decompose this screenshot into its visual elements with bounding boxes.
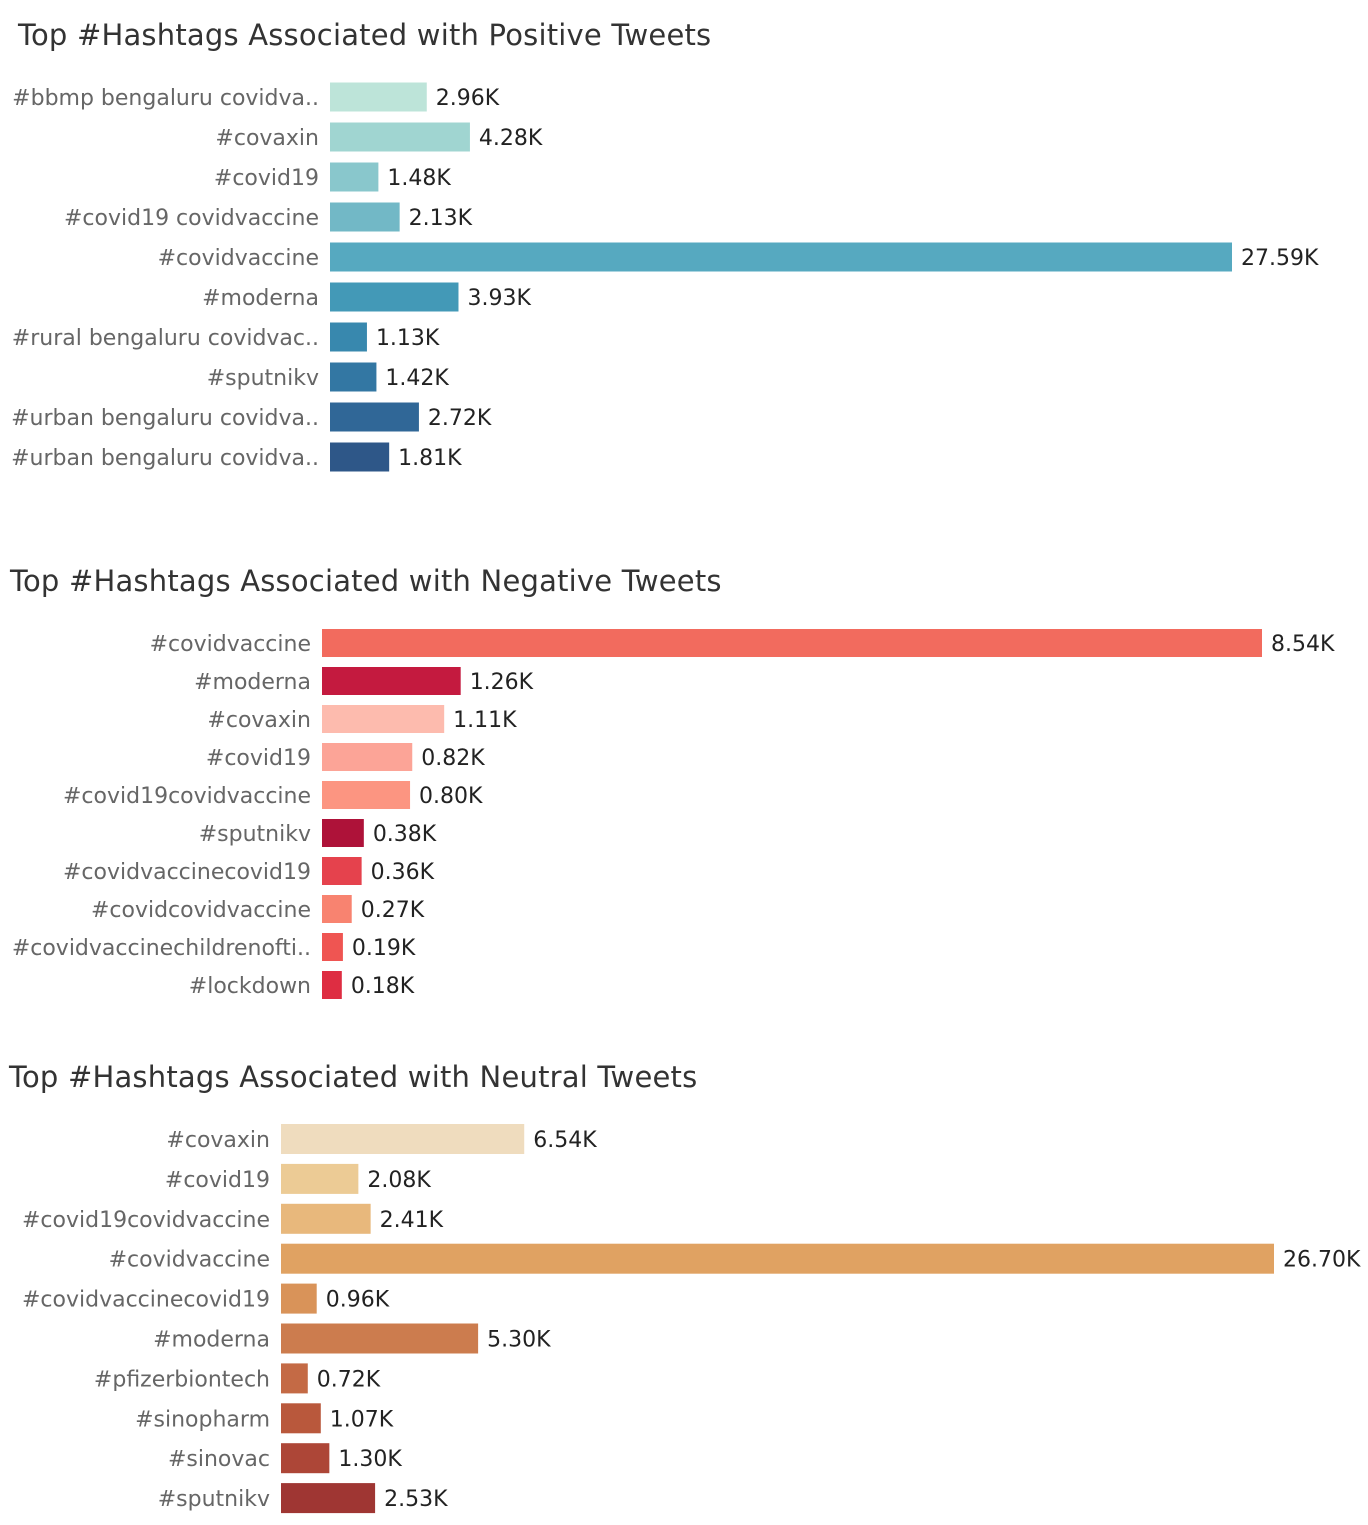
negative-bar-plot: #covidvaccine 8.54K #moderna 1.26K #covaxin 1…	[12, 629, 1335, 999]
bar-covid19-covidvaccine	[330, 202, 400, 232]
category-label-sinopharm: #sinopharm	[135, 1407, 270, 1432]
category-label-sputnikv: #sputnikv	[158, 1487, 270, 1512]
bar-sputnikv	[322, 819, 364, 847]
category-label-bbmp-bengaluru-covidva: #bbmp bengaluru covidva..	[12, 86, 319, 111]
bar-covidvaccinecovid19	[281, 1283, 317, 1314]
category-label-covid19: #covid19	[214, 166, 319, 191]
category-label-covaxin: #covaxin	[215, 126, 319, 151]
value-label-moderna: 5.30K	[487, 1328, 551, 1353]
bar-pfizerbiontech	[281, 1363, 308, 1394]
category-label-covidvaccinechildrenofti: #covidvaccinechildrenofti..	[12, 936, 311, 961]
category-label-covaxin: #covaxin	[207, 708, 311, 733]
value-label-covid19covidvaccine: 2.41K	[380, 1208, 444, 1233]
bar-moderna	[281, 1323, 479, 1354]
category-label-sputnikv: #sputnikv	[199, 822, 311, 847]
bar-moderna	[322, 667, 461, 695]
value-label-sputnikv: 2.53K	[384, 1487, 448, 1512]
category-label-rural-bengaluru-covidvac: #rural bengaluru covidvac..	[12, 326, 319, 351]
value-label-bbmp-bengaluru-covidva: 2.96K	[436, 86, 500, 111]
category-label-covidvaccinecovid19: #covidvaccinecovid19	[63, 860, 311, 885]
bar-urban-bengaluru-covidva	[330, 442, 390, 472]
value-label-sinopharm: 1.07K	[330, 1407, 394, 1432]
category-label-sinovac: #sinovac	[168, 1447, 270, 1472]
value-label-covaxin: 6.54K	[533, 1128, 597, 1153]
category-label-covid19covidvaccine: #covid19covidvaccine	[22, 1208, 270, 1233]
bar-covid19	[281, 1163, 359, 1194]
bar-lockdown	[322, 971, 342, 999]
value-label-rural-bengaluru-covidvac: 1.13K	[376, 326, 440, 351]
bar-covid19covidvaccine	[281, 1203, 371, 1234]
value-label-covidvaccinecovid19: 0.36K	[371, 860, 435, 885]
category-label-urban-bengaluru-covidva: #urban bengaluru covidva..	[11, 406, 319, 431]
value-label-covidvaccine: 8.54K	[1271, 632, 1335, 657]
value-label-urban-bengaluru-covidva: 2.72K	[428, 406, 492, 431]
category-label-pfizerbiontech: #pfizerbiontech	[94, 1367, 270, 1392]
category-label-covidvaccine: #covidvaccine	[158, 246, 319, 271]
value-label-covid19covidvaccine: 0.80K	[419, 784, 483, 809]
category-label-covid19-covidvaccine: #covid19 covidvaccine	[64, 206, 319, 231]
bar-moderna	[330, 282, 459, 312]
negative-tweets-chart: Top #Hashtags Associated with Negative T…	[10, 564, 1335, 999]
bar-covidcovidvaccine	[322, 895, 352, 923]
value-label-pfizerbiontech: 0.72K	[317, 1367, 381, 1392]
value-label-covidvaccine: 27.59K	[1241, 246, 1319, 271]
category-label-covaxin: #covaxin	[166, 1128, 270, 1153]
value-label-covidvaccine: 26.70K	[1283, 1248, 1361, 1273]
value-label-urban-bengaluru-covidva: 1.81K	[398, 446, 462, 471]
positive-tweets-chart: Top #Hashtags Associated with Positive T…	[0, 0, 1368, 490]
value-label-covid19-covidvaccine: 2.13K	[409, 206, 473, 231]
value-label-sputnikv: 1.42K	[385, 366, 449, 391]
negative-chart-title: Top #Hashtags Associated with Negative T…	[10, 564, 722, 598]
category-label-sputnikv: #sputnikv	[207, 366, 319, 391]
value-label-covaxin: 4.28K	[479, 126, 543, 151]
value-label-covaxin: 1.11K	[453, 708, 517, 733]
bar-covaxin	[322, 705, 445, 733]
bar-sputnikv	[330, 362, 377, 392]
bar-covidvaccine	[281, 1243, 1274, 1274]
bar-covid19	[322, 743, 413, 771]
category-label-covid19covidvaccine: #covid19covidvaccine	[63, 784, 311, 809]
value-label-sputnikv: 0.38K	[373, 822, 437, 847]
value-label-lockdown: 0.18K	[351, 974, 415, 999]
category-label-covidvaccine: #covidvaccine	[109, 1248, 270, 1273]
bar-covidvaccinecovid19	[322, 857, 362, 885]
positive-chart-title: Top #Hashtags Associated with Positive T…	[18, 18, 712, 52]
bar-covidvaccine	[322, 629, 1262, 657]
value-label-covid19: 2.08K	[367, 1168, 431, 1193]
bar-urban-bengaluru-covidva	[330, 402, 419, 432]
value-label-covidcovidvaccine: 0.27K	[361, 898, 425, 923]
bar-sputnikv	[281, 1483, 376, 1514]
bar-covid19covidvaccine	[322, 781, 411, 809]
bar-sinopharm	[281, 1403, 321, 1434]
value-label-covidvaccinechildrenofti: 0.19K	[352, 936, 416, 961]
bar-covidvaccine	[330, 242, 1232, 272]
value-label-covidvaccinecovid19: 0.96K	[326, 1288, 390, 1313]
value-label-moderna: 1.26K	[470, 670, 534, 695]
bar-covid19	[330, 162, 379, 192]
positive-bar-plot: #bbmp bengaluru covidva.. 2.96K #covaxin 4.…	[11, 82, 1319, 472]
bar-covaxin	[330, 122, 470, 152]
category-label-covidcovidvaccine: #covidcovidvaccine	[91, 898, 311, 923]
category-label-lockdown: #lockdown	[189, 974, 311, 999]
bar-covidvaccinechildrenofti	[322, 933, 343, 961]
bar-bbmp-bengaluru-covidva	[330, 82, 427, 112]
category-label-moderna: #moderna	[194, 670, 311, 695]
category-label-moderna: #moderna	[202, 286, 319, 311]
category-label-covidvaccinecovid19: #covidvaccinecovid19	[22, 1288, 270, 1313]
bar-covaxin	[281, 1124, 525, 1154]
category-label-covid19: #covid19	[206, 746, 311, 771]
neutral-chart-title: Top #Hashtags Associated with Neutral Tw…	[9, 1060, 698, 1094]
value-label-moderna: 3.93K	[467, 286, 531, 311]
category-label-urban-bengaluru-covidva: #urban bengaluru covidva..	[11, 446, 319, 471]
category-label-moderna: #moderna	[153, 1328, 270, 1353]
value-label-sinovac: 1.30K	[338, 1447, 402, 1472]
category-label-covid19: #covid19	[165, 1168, 270, 1193]
value-label-covid19: 0.82K	[421, 746, 485, 771]
value-label-covid19: 1.48K	[387, 166, 451, 191]
bar-sinovac	[281, 1443, 330, 1474]
bar-rural-bengaluru-covidvac	[330, 322, 367, 352]
category-label-covidvaccine: #covidvaccine	[150, 632, 311, 657]
